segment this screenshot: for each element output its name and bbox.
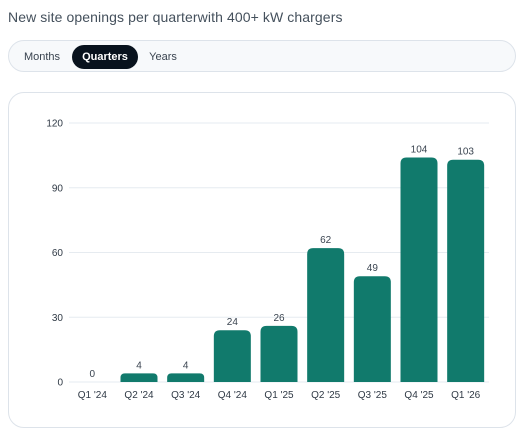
bar-value-label: 26 <box>273 313 285 324</box>
y-tick-label: 120 <box>46 119 63 130</box>
bar <box>213 330 251 382</box>
x-tick-label: Q1 '25 <box>264 390 294 401</box>
bar <box>353 276 391 382</box>
bar <box>307 248 345 382</box>
x-tick-label: Q3 '24 <box>171 390 201 401</box>
bar <box>120 373 158 382</box>
tab-months[interactable]: Months <box>23 51 61 63</box>
x-tick-label: Q2 '25 <box>311 390 341 401</box>
bar-chart: 0 30 60 90 120 0 Q1 '24 4 Q2 '24 4 Q3 '24 24 Q4 '24 2… <box>46 119 489 401</box>
x-tick-label: Q1 '26 <box>451 390 481 401</box>
bar <box>400 157 438 382</box>
bar <box>167 373 205 382</box>
bar <box>447 159 485 382</box>
y-tick-label: 30 <box>52 313 64 324</box>
period-toggle: Months Quarters Years <box>8 40 516 72</box>
bar-value-label: 49 <box>367 263 379 274</box>
x-tick-label: Q4 '25 <box>404 390 434 401</box>
bar <box>260 325 298 382</box>
x-tick-label: Q3 '25 <box>358 390 388 401</box>
tab-years[interactable]: Years <box>149 51 177 63</box>
chart-subtitle: New site openings per quarterwith 400+ k… <box>8 9 343 25</box>
x-tick-label: Q2 '24 <box>124 390 154 401</box>
bar-value-label: 24 <box>227 317 239 328</box>
bar-value-label: 62 <box>320 235 332 246</box>
y-tick-label: 0 <box>57 378 63 389</box>
bar-value-label: 104 <box>411 145 428 156</box>
bar-value-label: 103 <box>457 147 474 158</box>
tab-quarters[interactable]: Quarters <box>72 45 138 69</box>
x-tick-label: Q1 '24 <box>78 390 108 401</box>
x-tick-label: Q4 '24 <box>218 390 248 401</box>
bar-value-label: 0 <box>90 369 96 380</box>
bar-value-label: 4 <box>183 360 189 371</box>
chart-card: 0 30 60 90 120 0 Q1 '24 4 Q2 '24 4 Q3 '24 24 Q4 '24 2… <box>8 92 516 428</box>
y-tick-label: 90 <box>52 183 64 194</box>
bar-value-label: 4 <box>136 360 142 371</box>
y-tick-label: 60 <box>52 248 64 259</box>
